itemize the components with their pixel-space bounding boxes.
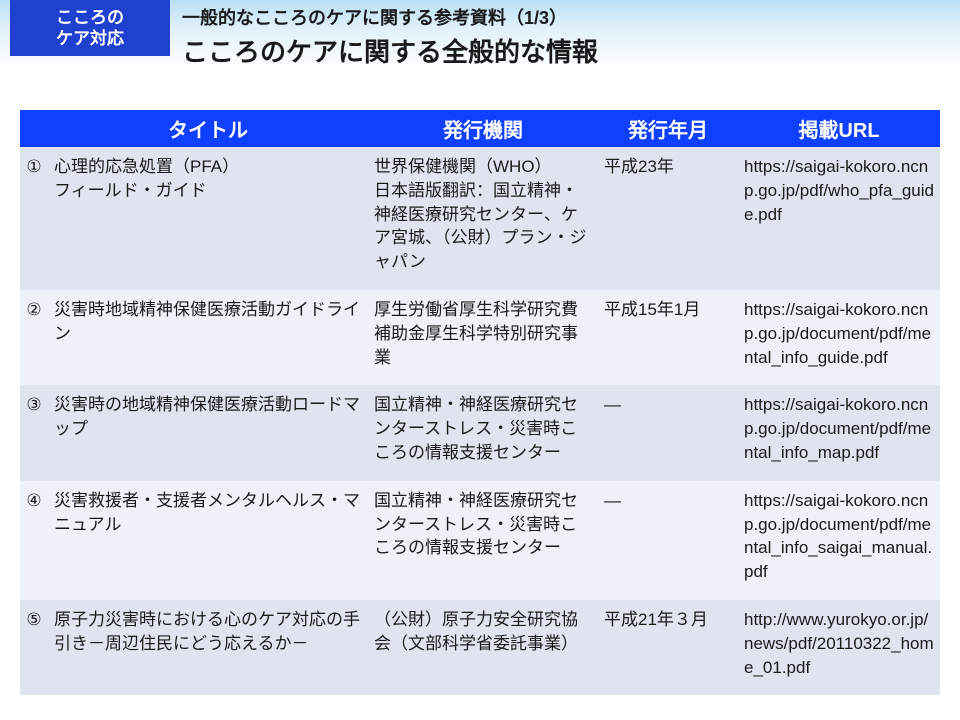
reference-table-wrap: タイトル 発行機関 発行年月 掲載URL ①心理的応急処置（PFA）フィールド・… bbox=[0, 70, 960, 695]
cell-date: 平成15年1月 bbox=[598, 290, 738, 385]
cell-title: 原子力災害時における心のケア対応の手引き－周辺住民にどう応えるか－ bbox=[48, 600, 368, 695]
category-box: こころの ケア対応 bbox=[10, 0, 170, 56]
main-title: こころのケアに関する全般的な情報 bbox=[182, 32, 598, 69]
table-row: ③災害時の地域精神保健医療活動ロードマップ国立精神・神経医療研究センターストレス… bbox=[20, 385, 940, 480]
cell-url: https://saigai-kokoro.ncnp.go.jp/documen… bbox=[738, 290, 940, 385]
cell-url: https://saigai-kokoro.ncnp.go.jp/documen… bbox=[738, 481, 940, 600]
cell-url: http://www.yurokyo.or.jp/news/pdf/201103… bbox=[738, 600, 940, 695]
cell-title: 災害救援者・支援者メンタルヘルス・マニュアル bbox=[48, 481, 368, 600]
cell-num: ⑤ bbox=[20, 600, 48, 695]
cell-org: （公財）原子力安全研究協会（文部科学省委託事業） bbox=[368, 600, 598, 695]
cell-num: ③ bbox=[20, 385, 48, 480]
cell-date: 平成21年３月 bbox=[598, 600, 738, 695]
cell-org: 世界保健機関（WHO）日本語版翻訳：国立精神・神経医療研究センター、ケア宮城、（… bbox=[368, 147, 598, 290]
cell-org: 国立精神・神経医療研究センターストレス・災害時こころの情報支援センター bbox=[368, 385, 598, 480]
cell-url: https://saigai-kokoro.ncnp.go.jp/pdf/who… bbox=[738, 147, 940, 290]
table-row: ⑤原子力災害時における心のケア対応の手引き－周辺住民にどう応えるか－（公財）原子… bbox=[20, 600, 940, 695]
category-line2: ケア対応 bbox=[56, 28, 124, 49]
table-row: ①心理的応急処置（PFA）フィールド・ガイド世界保健機関（WHO）日本語版翻訳：… bbox=[20, 147, 940, 290]
table-body: ①心理的応急処置（PFA）フィールド・ガイド世界保健機関（WHO）日本語版翻訳：… bbox=[20, 147, 940, 695]
cell-title: 災害時地域精神保健医療活動ガイドライン bbox=[48, 290, 368, 385]
col-header-title: タイトル bbox=[48, 110, 368, 147]
reference-table: タイトル 発行機関 発行年月 掲載URL ①心理的応急処置（PFA）フィールド・… bbox=[20, 110, 940, 695]
cell-org: 国立精神・神経医療研究センターストレス・災害時こころの情報支援センター bbox=[368, 481, 598, 600]
title-block: 一般的なこころのケアに関する参考資料（1/3） こころのケアに関する全般的な情報 bbox=[182, 0, 598, 69]
category-line1: こころの bbox=[56, 7, 124, 28]
cell-num: ④ bbox=[20, 481, 48, 600]
header-band: こころの ケア対応 一般的なこころのケアに関する参考資料（1/3） こころのケア… bbox=[0, 0, 960, 70]
cell-url: https://saigai-kokoro.ncnp.go.jp/documen… bbox=[738, 385, 940, 480]
cell-title: 心理的応急処置（PFA）フィールド・ガイド bbox=[48, 147, 368, 290]
cell-date: ― bbox=[598, 481, 738, 600]
cell-num: ② bbox=[20, 290, 48, 385]
table-row: ④災害救援者・支援者メンタルヘルス・マニュアル国立精神・神経医療研究センタースト… bbox=[20, 481, 940, 600]
table-head: タイトル 発行機関 発行年月 掲載URL bbox=[20, 110, 940, 147]
cell-date: ― bbox=[598, 385, 738, 480]
super-title: 一般的なこころのケアに関する参考資料（1/3） bbox=[182, 4, 598, 30]
cell-title: 災害時の地域精神保健医療活動ロードマップ bbox=[48, 385, 368, 480]
table-row: ②災害時地域精神保健医療活動ガイドライン厚生労働省厚生科学研究費補助金厚生科学特… bbox=[20, 290, 940, 385]
col-header-url: 掲載URL bbox=[738, 110, 940, 147]
cell-date: 平成23年 bbox=[598, 147, 738, 290]
col-header-num bbox=[20, 110, 48, 147]
col-header-org: 発行機関 bbox=[368, 110, 598, 147]
cell-org: 厚生労働省厚生科学研究費補助金厚生科学特別研究事業 bbox=[368, 290, 598, 385]
col-header-date: 発行年月 bbox=[598, 110, 738, 147]
cell-num: ① bbox=[20, 147, 48, 290]
